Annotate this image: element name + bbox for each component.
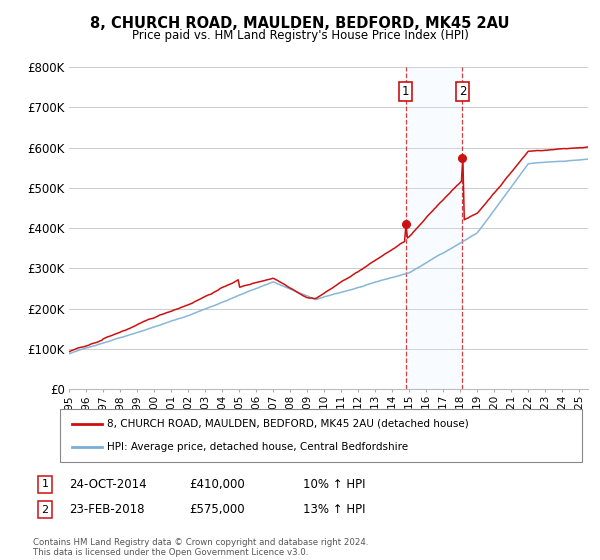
Text: £410,000: £410,000	[189, 478, 245, 491]
Text: 10% ↑ HPI: 10% ↑ HPI	[303, 478, 365, 491]
Text: 8, CHURCH ROAD, MAULDEN, BEDFORD, MK45 2AU: 8, CHURCH ROAD, MAULDEN, BEDFORD, MK45 2…	[90, 16, 510, 31]
Text: 1: 1	[402, 85, 410, 98]
Text: 8, CHURCH ROAD, MAULDEN, BEDFORD, MK45 2AU (detached house): 8, CHURCH ROAD, MAULDEN, BEDFORD, MK45 2…	[107, 419, 469, 429]
Text: 13% ↑ HPI: 13% ↑ HPI	[303, 503, 365, 516]
Bar	[406, 67, 463, 389]
Text: Price paid vs. HM Land Registry's House Price Index (HPI): Price paid vs. HM Land Registry's House …	[131, 29, 469, 42]
Text: Contains HM Land Registry data © Crown copyright and database right 2024.
This d: Contains HM Land Registry data © Crown c…	[33, 538, 368, 557]
Text: £575,000: £575,000	[189, 503, 245, 516]
Text: HPI: Average price, detached house, Central Bedfordshire: HPI: Average price, detached house, Cent…	[107, 442, 408, 452]
Text: 23-FEB-2018: 23-FEB-2018	[69, 503, 145, 516]
Text: 2: 2	[458, 85, 466, 98]
Text: 2: 2	[41, 505, 49, 515]
Text: 24-OCT-2014: 24-OCT-2014	[69, 478, 146, 491]
Text: 1: 1	[41, 479, 49, 489]
